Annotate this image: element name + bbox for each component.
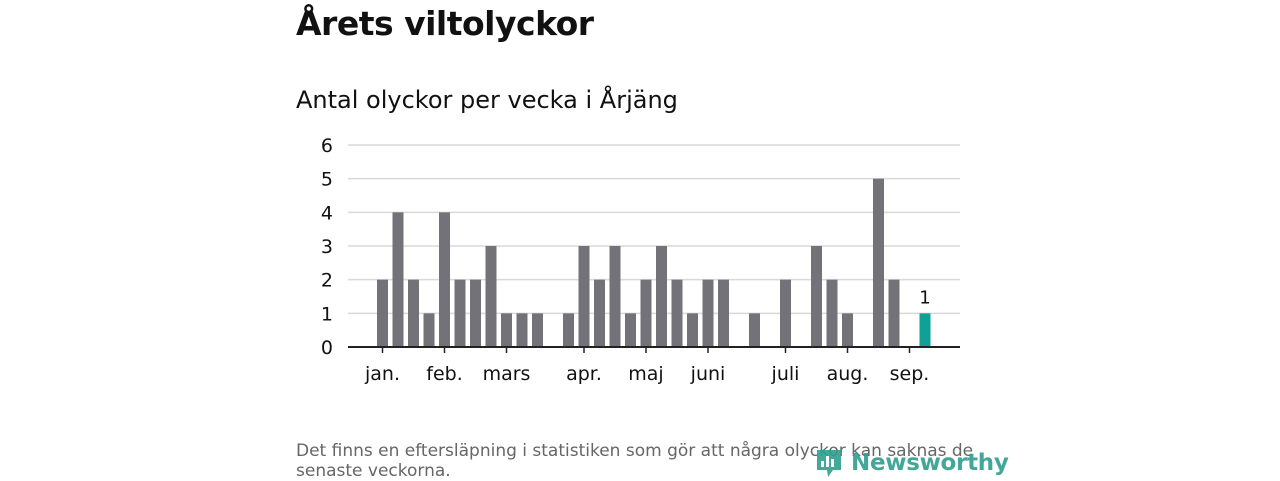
- bar: [780, 279, 791, 347]
- logo-text: Newsworthy: [851, 450, 1009, 476]
- x-tick-label: juni: [690, 363, 726, 385]
- bar: [439, 212, 450, 347]
- bar: [888, 279, 900, 347]
- bar: [532, 313, 543, 347]
- x-tick-label: aug.: [827, 363, 869, 385]
- bar: [826, 279, 838, 347]
- bar: [377, 279, 388, 347]
- bar: [470, 279, 481, 347]
- y-tick-label: 2: [321, 270, 333, 292]
- bar: [656, 246, 667, 347]
- bar: [563, 313, 574, 347]
- bar: [873, 178, 884, 347]
- highlighted-bar: [919, 313, 931, 347]
- bar: [749, 313, 760, 347]
- x-tick-label: sep.: [890, 363, 930, 385]
- y-tick-label: 3: [321, 236, 333, 258]
- bar: [578, 246, 590, 347]
- bar: [423, 313, 435, 347]
- bar: [718, 279, 729, 347]
- newsworthy-logo: Newsworthy: [815, 446, 1009, 480]
- bar: [485, 246, 497, 347]
- bar: [609, 246, 621, 347]
- y-tick-label: 1: [321, 303, 333, 325]
- y-tick-label: 4: [321, 202, 333, 224]
- y-tick-label: 6: [321, 135, 333, 157]
- bar: [392, 212, 404, 347]
- bar: [671, 279, 683, 347]
- x-tick-label: mars: [483, 363, 531, 385]
- newsworthy-logo-icon: [817, 450, 841, 477]
- x-tick-label: jan.: [364, 363, 400, 385]
- bar: [640, 279, 652, 347]
- x-tick-label: apr.: [566, 363, 602, 385]
- bar: [702, 279, 714, 347]
- chart-title: Antal olyckor per vecka i Årjäng: [296, 86, 678, 114]
- y-tick-label: 0: [321, 337, 333, 359]
- footnote: Det finns en eftersläpning i statistiken…: [296, 441, 974, 481]
- x-tick-label: juli: [771, 363, 800, 385]
- bar: [687, 313, 698, 347]
- bar: [842, 313, 853, 347]
- x-tick-label: feb.: [426, 363, 462, 385]
- y-tick-label: 5: [321, 169, 333, 191]
- bar: [625, 313, 636, 347]
- data-label: 1: [919, 287, 930, 308]
- bar: [454, 279, 466, 347]
- bar: [811, 246, 822, 347]
- bar: [408, 279, 419, 347]
- bar: [594, 279, 605, 347]
- x-tick-label: maj: [628, 363, 663, 385]
- bar: [501, 313, 512, 347]
- bar: [516, 313, 528, 347]
- page-heading: Årets viltolyckor: [296, 4, 594, 43]
